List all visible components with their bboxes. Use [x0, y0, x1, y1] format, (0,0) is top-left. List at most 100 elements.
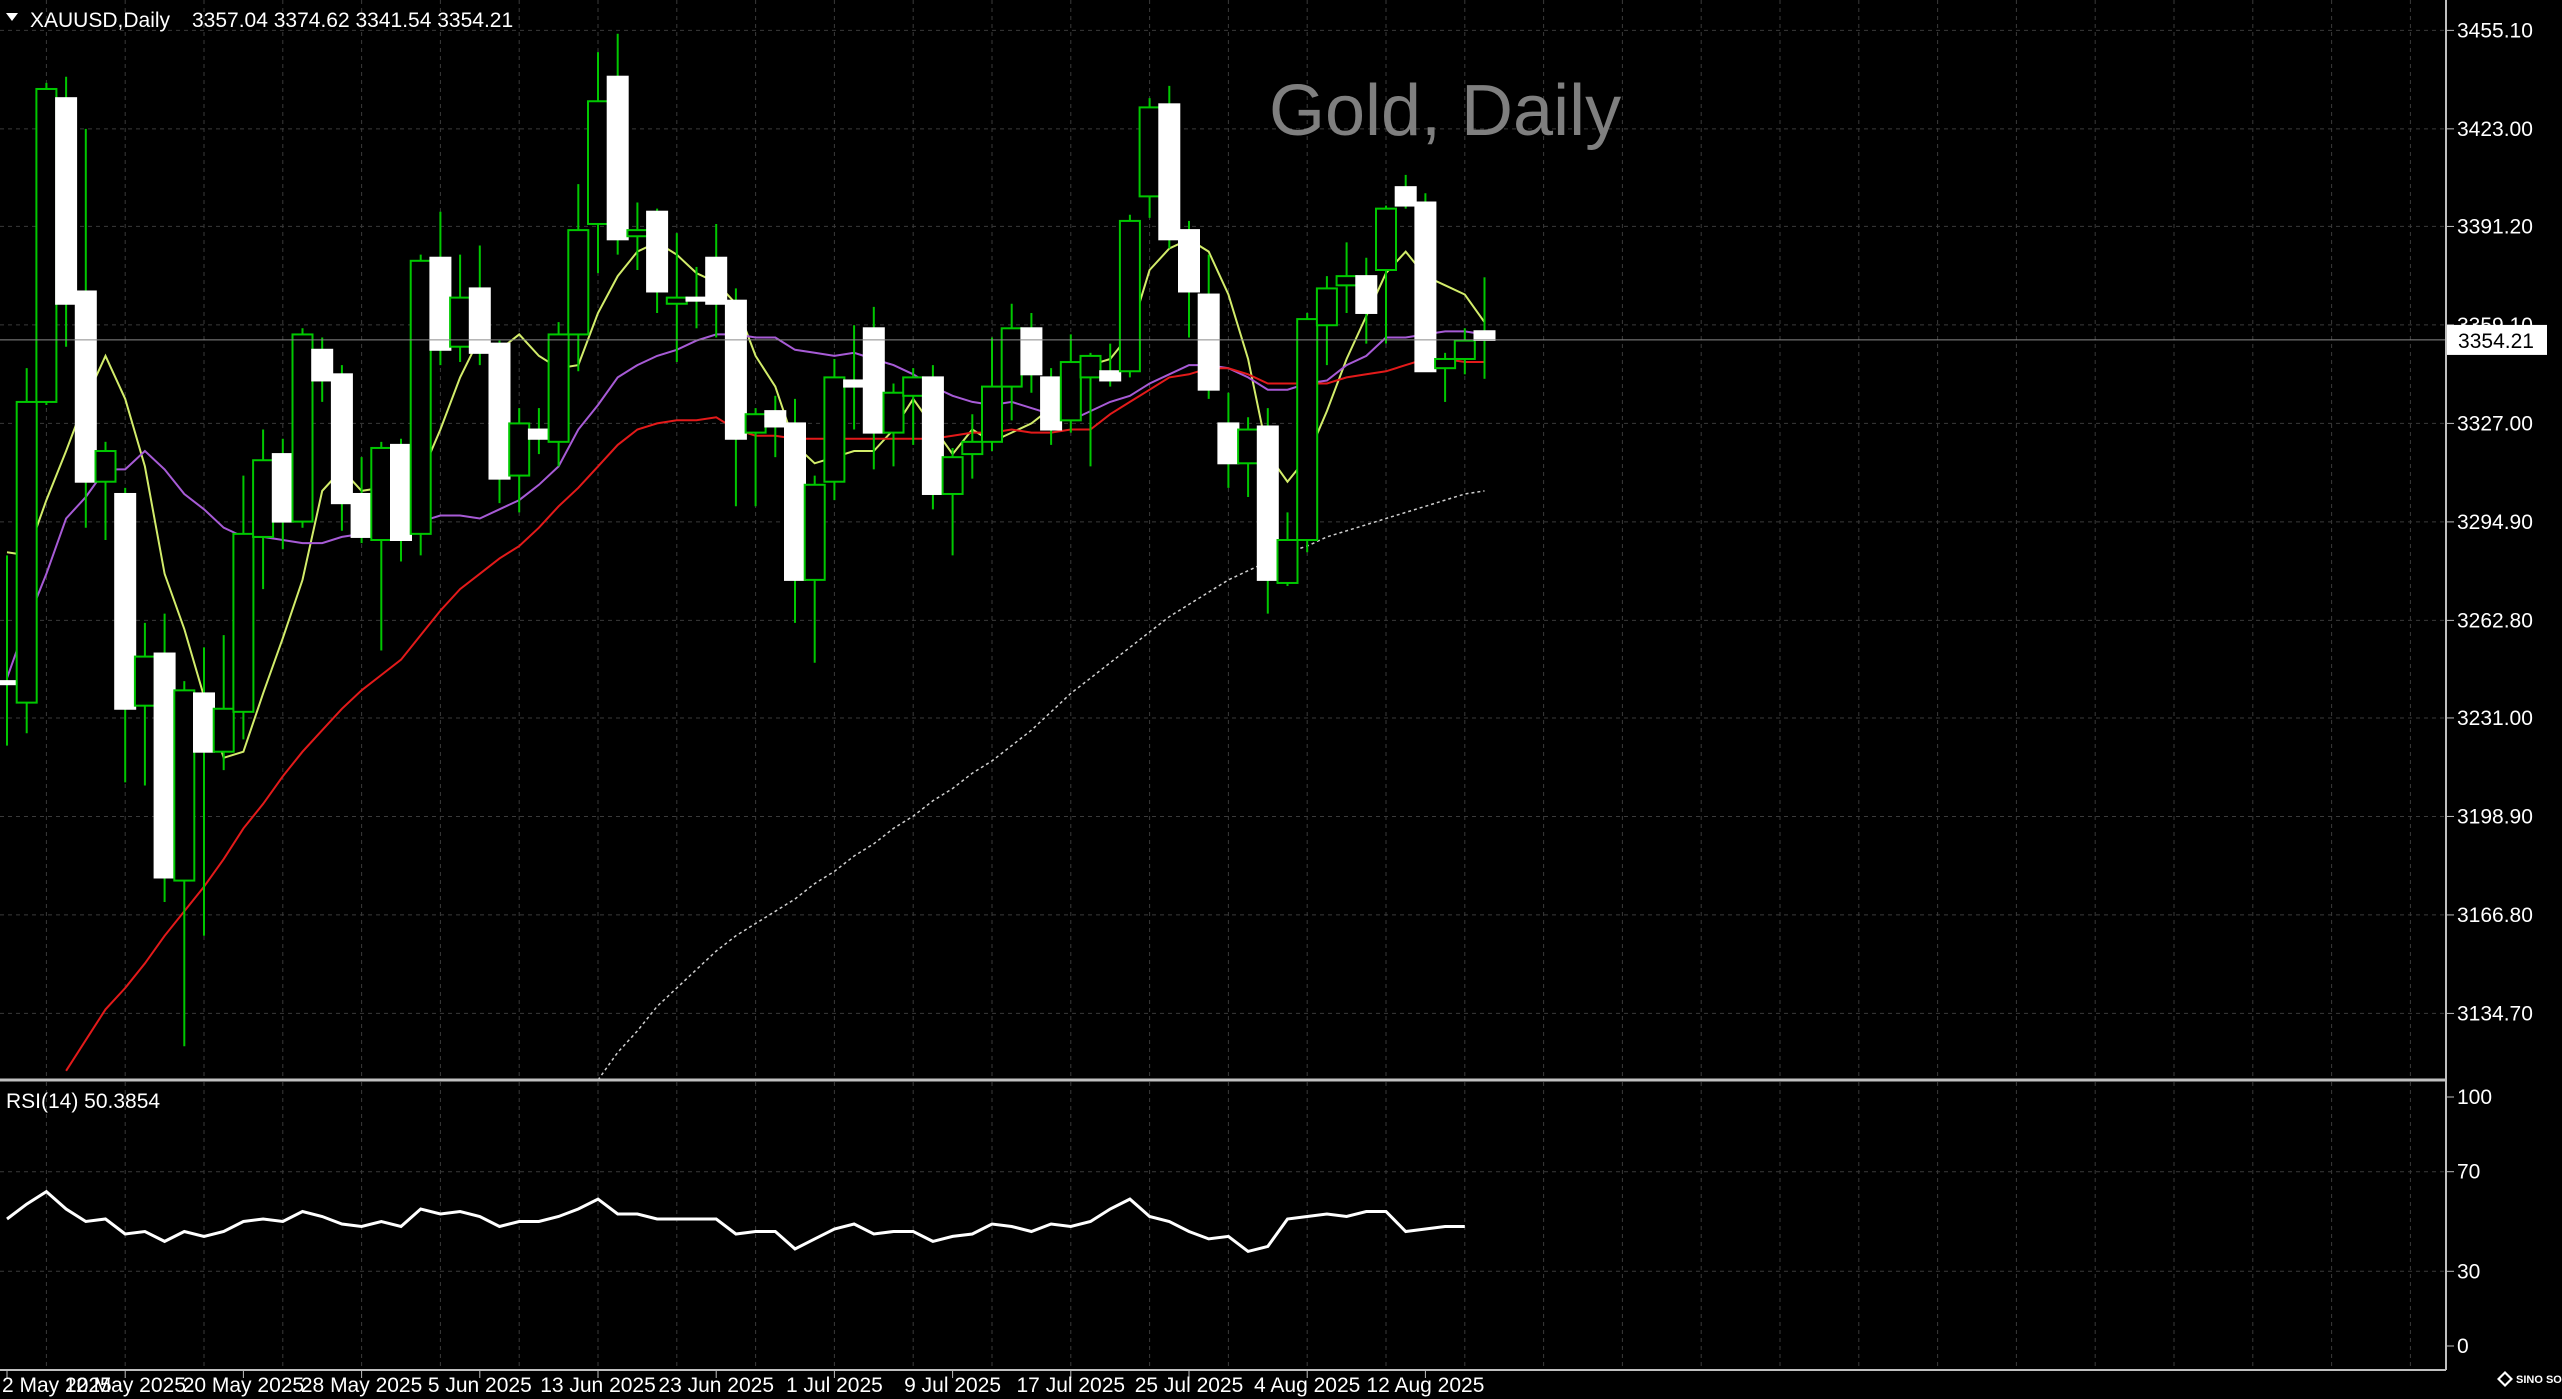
- logo-text: SINO SOUND: [2516, 1374, 2562, 1386]
- candle-body-up: [1059, 361, 1082, 422]
- candle: [252, 429, 275, 590]
- candle-body-down: [784, 422, 806, 581]
- candle: [1197, 254, 1220, 399]
- candle-body-down: [1040, 376, 1063, 431]
- candle: [1453, 328, 1476, 375]
- rsi-label: RSI(14) 50.3854: [6, 1090, 160, 1113]
- triangle-down-icon[interactable]: [6, 13, 18, 21]
- time-tick-label: 17 Jul 2025: [1017, 1374, 1126, 1397]
- ma-trend-line: [597, 490, 1485, 1081]
- candle-body-down: [271, 453, 294, 523]
- candle-body-up: [1375, 207, 1397, 272]
- candle-body-down: [193, 692, 215, 753]
- candle: [1414, 193, 1437, 373]
- last-price-badge: 3354.21: [2447, 324, 2547, 355]
- candle: [961, 414, 984, 479]
- candle-body-up: [508, 422, 531, 477]
- candle: [1118, 214, 1141, 378]
- candle-body-up: [587, 100, 609, 225]
- candle-body-down: [764, 410, 787, 428]
- candle-body-up: [94, 450, 117, 483]
- candle-body-up: [15, 400, 38, 704]
- candle: [882, 383, 905, 467]
- candle-body-up: [1335, 275, 1358, 287]
- candle: [370, 441, 393, 651]
- time-tick-label: 12 May 2025: [64, 1374, 185, 1397]
- candle: [114, 487, 137, 783]
- candle-body-down: [55, 97, 78, 305]
- candle-body-down: [646, 210, 669, 293]
- candle-body-up: [823, 376, 846, 483]
- candle-body-down: [0, 680, 18, 686]
- trend-ma-line: [597, 490, 1485, 1081]
- candle: [1276, 512, 1299, 587]
- candle-body-down: [1355, 275, 1378, 314]
- candle: [1099, 343, 1122, 387]
- candle-body-up: [1118, 219, 1141, 373]
- time-tick-label: 4 Aug 2025: [1254, 1374, 1360, 1397]
- candle-body-down: [862, 327, 885, 434]
- time-tick-label: 1 Jul 2025: [786, 1374, 883, 1397]
- chart-header: XAUUSD,Daily 3357.04 3374.62 3341.54 335…: [6, 9, 513, 32]
- candle-body-down: [685, 296, 708, 302]
- price-tick-label: 3455.10: [2457, 19, 2533, 42]
- candle-body-up: [941, 456, 964, 495]
- candle-body-up: [1296, 318, 1319, 541]
- candle: [74, 128, 97, 528]
- candle-body-up: [1000, 327, 1023, 388]
- candle: [646, 208, 669, 313]
- price-tick-label: 3262.80: [2457, 609, 2533, 632]
- candle-body-up: [252, 459, 275, 538]
- candle-body-down: [330, 373, 353, 505]
- rsi-tick-label: 70: [2457, 1161, 2480, 1184]
- candle-body-down: [1178, 229, 1200, 293]
- candle: [1079, 352, 1102, 467]
- candle-body-up: [567, 229, 590, 336]
- candle-body-up: [665, 296, 688, 305]
- price-axis[interactable]: 3455.103423.003391.203359.103327.003294.…: [2446, 19, 2533, 1025]
- candle-body-down: [606, 75, 629, 241]
- candle-body-up: [547, 333, 570, 443]
- candle-body-down: [1394, 186, 1417, 207]
- rsi-tick-label: 30: [2457, 1260, 2480, 1283]
- candle-body-up: [961, 440, 984, 456]
- candle-body-down: [74, 290, 97, 483]
- candle: [1296, 312, 1319, 553]
- candle: [1138, 98, 1161, 218]
- candle-body-up: [626, 229, 649, 238]
- candle-body-up: [1453, 339, 1476, 360]
- candle-body-down: [705, 256, 728, 305]
- candle-body-up: [803, 483, 826, 581]
- candle-body-up: [981, 385, 1003, 443]
- candle: [55, 76, 78, 347]
- candle: [902, 368, 925, 445]
- candle-body-down: [1414, 201, 1437, 373]
- candle-body-down: [1158, 103, 1181, 241]
- rsi-line: [6, 1189, 1465, 1254]
- candle-body-up: [1079, 354, 1102, 379]
- time-tick-label: 25 Jul 2025: [1135, 1374, 1244, 1397]
- candle: [193, 647, 215, 936]
- candle: [981, 337, 1003, 452]
- price-tick-label: 3327.00: [2457, 412, 2533, 435]
- candle: [212, 635, 235, 771]
- candle: [547, 322, 570, 467]
- ohlc-values: 3357.04 3374.62 3341.54 3354.21: [192, 9, 513, 32]
- candle: [764, 395, 787, 458]
- candle: [921, 365, 944, 510]
- candle: [1315, 276, 1338, 366]
- candle-body-down: [153, 652, 176, 879]
- candle: [350, 457, 373, 544]
- price-tick-label: 3423.00: [2457, 118, 2533, 141]
- candle-body-down: [724, 299, 747, 440]
- candle: [94, 441, 117, 540]
- candlesticks: [0, 33, 1496, 1047]
- rsi-series: [6, 1189, 1465, 1254]
- candle-body-down: [468, 287, 491, 354]
- candle-body-up: [1276, 539, 1299, 584]
- rsi-axis: 100 70 30 0: [2446, 1086, 2492, 1358]
- candle: [508, 408, 531, 513]
